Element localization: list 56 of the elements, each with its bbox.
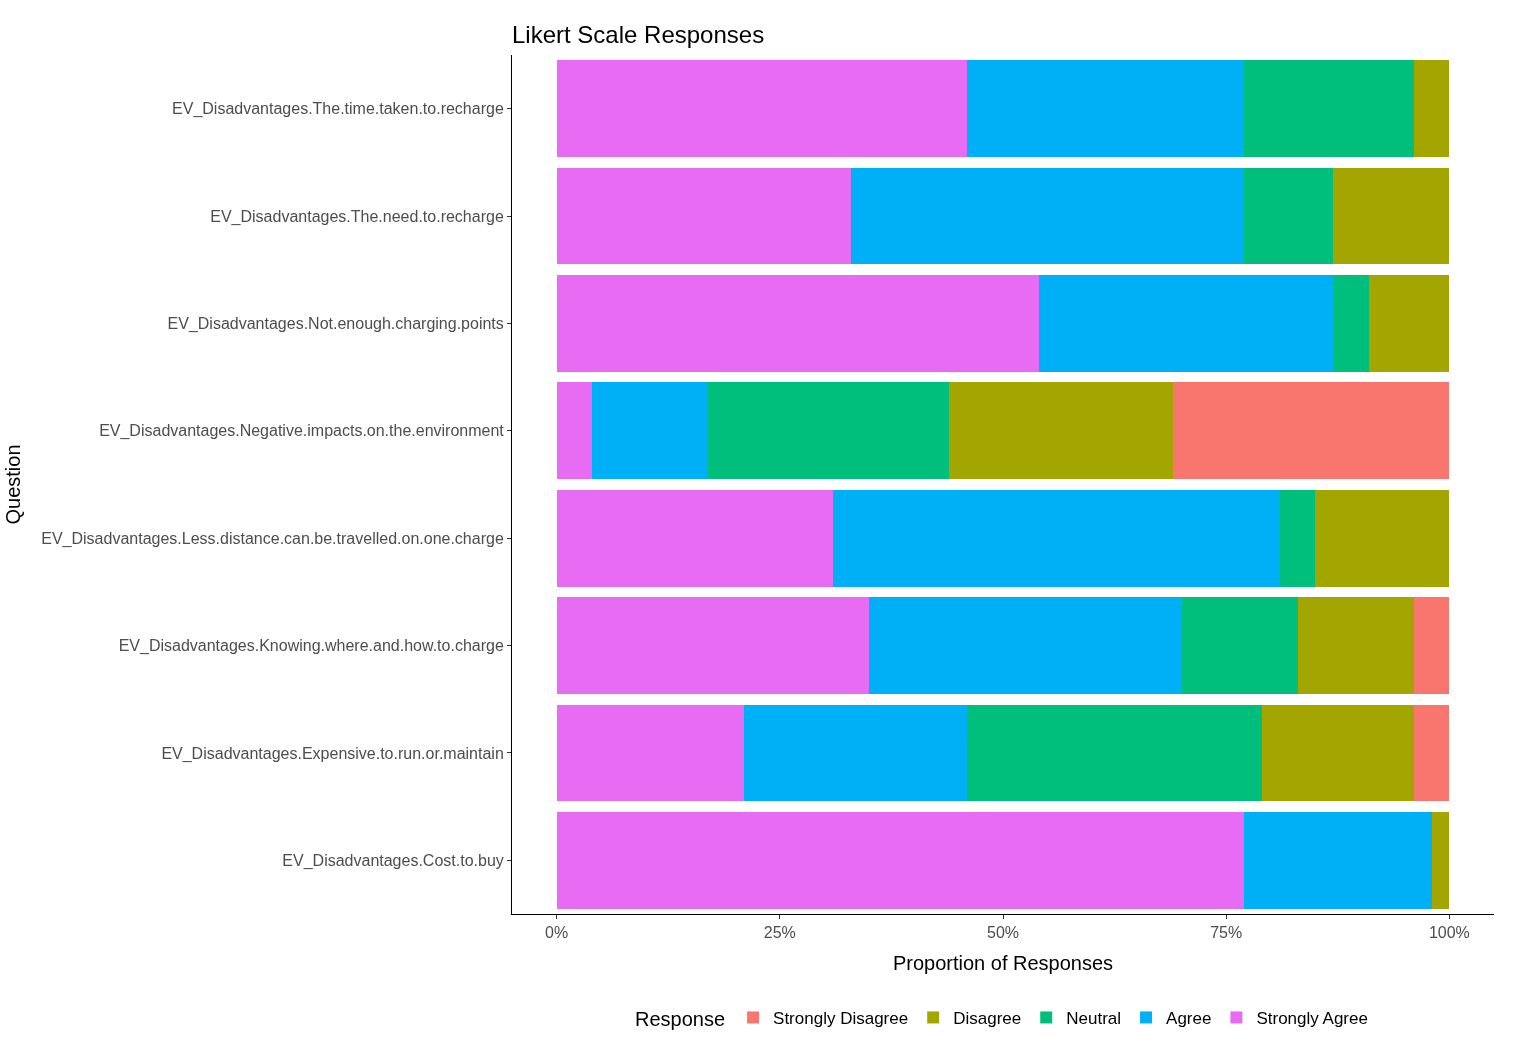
legend-title: Response	[635, 1007, 726, 1030]
bar	[851, 167, 1245, 265]
y-axis-title: Question	[1, 444, 24, 525]
bar	[744, 704, 968, 802]
x-tick-label: 50%	[986, 924, 1020, 942]
bar	[949, 382, 1173, 480]
bar	[1261, 704, 1414, 802]
legend-label: Agree	[1166, 1009, 1212, 1029]
bar	[592, 382, 709, 480]
chart-title: Likert Scale Responses	[512, 21, 765, 48]
bar	[1333, 275, 1370, 372]
bar	[1244, 167, 1334, 265]
bar	[1315, 489, 1450, 587]
bar	[556, 167, 852, 265]
bar	[556, 704, 745, 802]
bar	[556, 597, 870, 694]
bar	[1297, 597, 1414, 694]
bar	[708, 382, 950, 480]
bar	[556, 811, 1245, 909]
bar	[1038, 275, 1334, 372]
bar	[967, 704, 1262, 802]
y-tick-label: EV_Disadvantages.Less.distance.can.be.travelled.on.one.charge	[41, 529, 504, 548]
x-tick-label: 25%	[763, 924, 796, 942]
bar	[1172, 382, 1450, 480]
x-tick-label: 0%	[545, 924, 569, 942]
bar	[1181, 597, 1298, 694]
bar	[556, 382, 593, 480]
y-tick-label: EV_Disadvantages.Not.enough.charging.points	[167, 315, 504, 334]
bar	[556, 489, 834, 587]
legend-label: Strongly Disagree	[773, 1009, 909, 1029]
x-axis-title: Proportion of Responses	[892, 951, 1114, 974]
bar	[1279, 489, 1316, 587]
y-tick-label: EV_Disadvantages.The.time.taken.to.recharge	[172, 100, 504, 119]
legend-label: Neutral	[1066, 1009, 1122, 1029]
bar	[1431, 811, 1450, 909]
bar	[556, 60, 968, 158]
y-tick-label: EV_Disadvantages.Knowing.where.and.how.to.charge	[118, 637, 504, 656]
y-tick-label: EV_Disadvantages.Negative.impacts.on.the.environment	[99, 422, 505, 441]
legend-label: Disagree	[953, 1009, 1022, 1029]
bar	[1413, 704, 1450, 802]
bar	[1369, 275, 1450, 372]
bar	[1333, 167, 1450, 265]
bar	[1244, 60, 1414, 158]
bar	[833, 489, 1280, 587]
y-tick-label: EV_Disadvantages.Cost.to.buy	[282, 851, 504, 870]
bar	[1413, 597, 1450, 694]
bar	[1413, 60, 1450, 158]
y-tick-label: EV_Disadvantages.Expensive.to.run.or.maintain	[161, 744, 504, 763]
x-tick-label: 75%	[1210, 924, 1243, 942]
bar	[1244, 811, 1432, 909]
legend-label: Strongly Agree	[1256, 1009, 1368, 1029]
bar	[967, 60, 1245, 158]
y-tick-label: EV_Disadvantages.The.need.to.recharge	[210, 207, 504, 226]
bar	[556, 275, 1039, 372]
bar	[869, 597, 1182, 694]
x-tick-label: 100%	[1428, 924, 1470, 942]
